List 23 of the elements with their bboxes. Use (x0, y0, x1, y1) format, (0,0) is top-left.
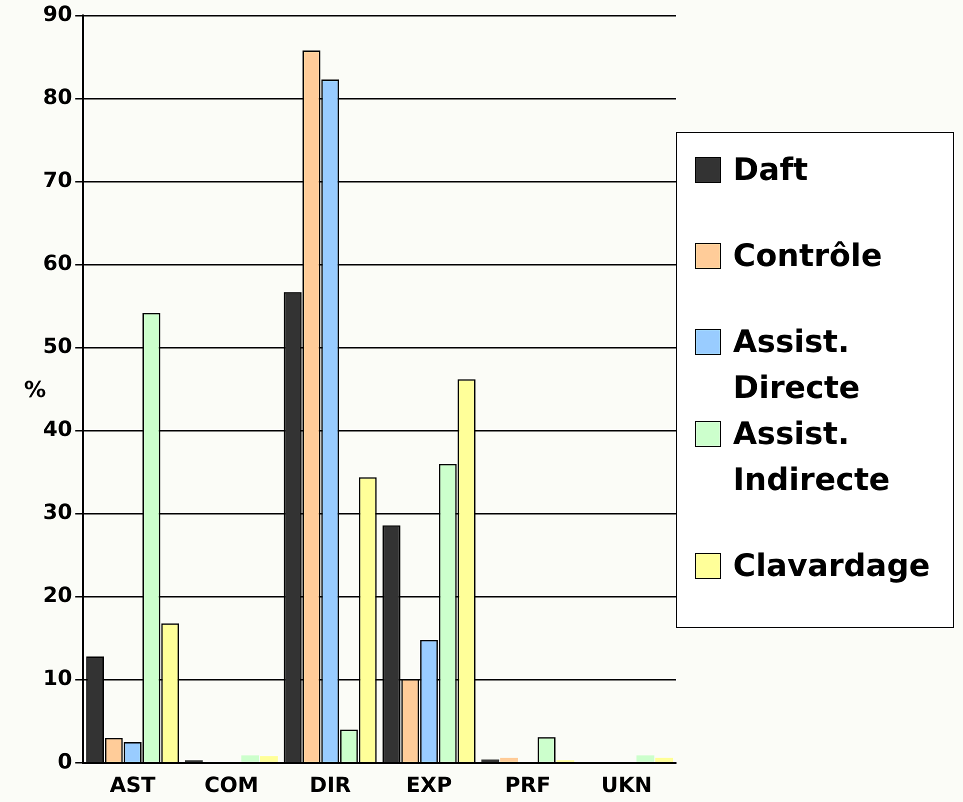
y-tick-label: 60 (42, 251, 72, 276)
y-tick-label: 40 (42, 417, 72, 442)
legend-label: Contrôle (733, 237, 882, 276)
bar (260, 756, 278, 762)
y-tick-label: 80 (42, 85, 72, 110)
legend-label: Assist. Directe (733, 323, 861, 408)
x-tick-label: DIR (310, 772, 351, 797)
x-tick-label: EXP (406, 772, 452, 797)
y-tick-label: 20 (42, 583, 72, 608)
x-tick-label: PRF (504, 772, 551, 797)
y-axis-title: % (24, 378, 46, 403)
y-tick-label: 50 (42, 334, 72, 358)
x-tick-label: UKN (601, 772, 652, 797)
y-tick-label: 90 (42, 2, 72, 26)
y-tick-label: 0 (58, 749, 72, 774)
x-tick-label: AST (110, 772, 156, 797)
legend-label: Assist. Indirecte (733, 415, 891, 500)
legend-label: Clavardage (733, 547, 930, 586)
y-tick-label: 10 (42, 666, 72, 690)
legend-label: Daft (733, 151, 808, 190)
x-tick-label: COM (204, 772, 259, 797)
y-tick-label: 70 (42, 168, 72, 192)
y-tick-label: 30 (42, 500, 72, 524)
